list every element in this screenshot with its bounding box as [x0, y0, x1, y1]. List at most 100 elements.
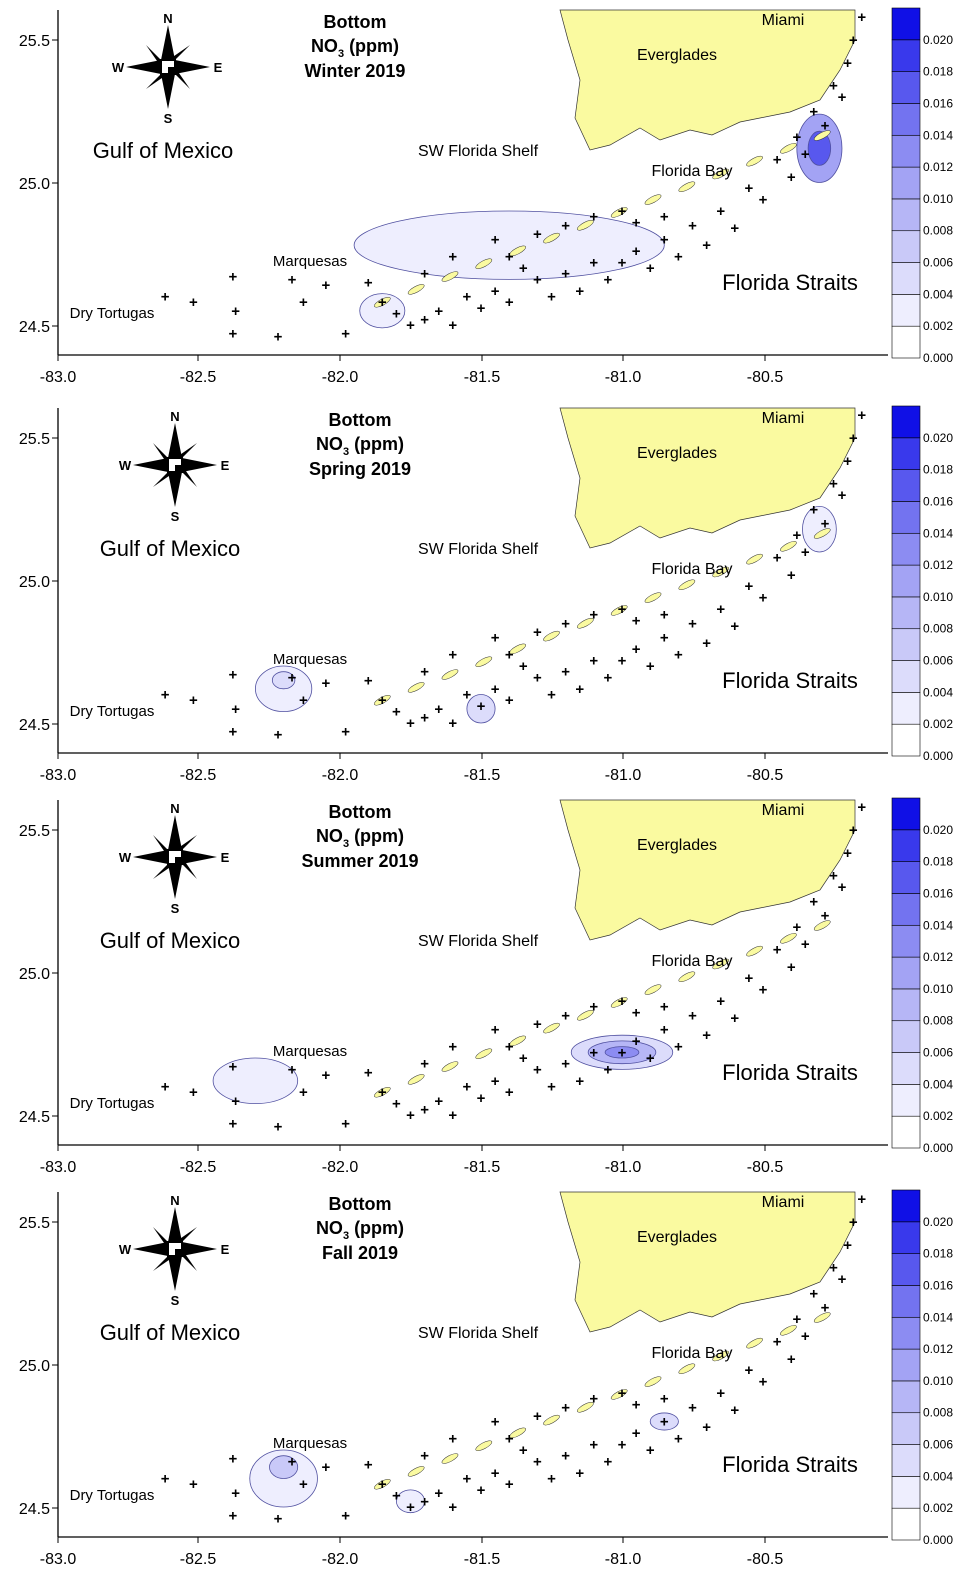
label-miami: Miami	[762, 410, 805, 427]
station-marker: +	[561, 664, 570, 681]
station-marker: +	[688, 1007, 697, 1024]
x-tick-label: -82.0	[322, 767, 359, 784]
station-marker: +	[589, 607, 598, 624]
x-tick-label: -81.5	[464, 1551, 501, 1568]
station-marker: +	[547, 687, 556, 704]
colorbar-swatch	[891, 294, 921, 327]
station-marker: +	[849, 32, 858, 49]
colorbar-swatch	[891, 797, 921, 831]
colorbar-tick-label: 0.020	[923, 33, 953, 47]
station-marker: +	[228, 1508, 237, 1525]
station-marker: +	[228, 269, 237, 286]
colorbar-swatch	[891, 501, 921, 534]
compass-rose-icon	[133, 815, 217, 899]
compass-s: S	[171, 509, 180, 524]
station-marker: +	[730, 1010, 739, 1027]
station-marker: +	[589, 1391, 598, 1408]
station-marker: +	[274, 1510, 283, 1527]
station-marker: +	[618, 652, 627, 669]
y-tick-label: 24.5	[19, 1109, 50, 1126]
colorbar-swatch	[891, 198, 921, 232]
station-marker: +	[618, 1385, 627, 1402]
title-season: Spring 2019	[309, 459, 411, 479]
colorbar-tick-label: 0.018	[923, 65, 953, 79]
x-tick-label: -83.0	[40, 1551, 77, 1568]
nitrate-contour	[269, 1455, 299, 1479]
colorbar-tick-label: 0.008	[923, 1014, 953, 1028]
florida-keys-island	[407, 284, 425, 295]
compass-rose-icon	[133, 423, 217, 507]
florida-keys-island	[678, 1363, 696, 1375]
colorbar-tick-label: 0.014	[923, 526, 953, 540]
florida-keys-island	[373, 296, 391, 308]
station-marker: +	[561, 1448, 570, 1465]
station-marker: +	[838, 879, 847, 896]
station-marker: +	[561, 266, 570, 283]
y-tick-label: 25.0	[19, 176, 50, 193]
florida-keys-island	[509, 1427, 526, 1439]
station-marker: +	[646, 1442, 655, 1459]
station-marker: +	[341, 724, 350, 741]
station-marker: +	[463, 687, 472, 704]
station-marker: +	[604, 669, 613, 686]
station-marker: +	[632, 612, 641, 629]
colorbar-swatch	[891, 437, 921, 470]
florida-keys-island	[577, 1402, 594, 1413]
station-marker: +	[161, 687, 170, 704]
station-marker: +	[618, 1044, 627, 1061]
station-marker: +	[773, 152, 782, 169]
nitrate-contour	[649, 1412, 679, 1431]
florida-keys-island	[373, 1478, 391, 1490]
station-marker: +	[759, 982, 768, 999]
station-marker: +	[364, 1064, 373, 1081]
colorbar-tick-label: 0.014	[923, 918, 953, 932]
station-marker: +	[463, 1471, 472, 1488]
station-marker: +	[674, 1039, 683, 1056]
station-marker: +	[575, 1073, 584, 1090]
station-marker: +	[702, 1419, 711, 1436]
everglades-landmass	[559, 1191, 856, 1333]
station-marker: +	[838, 487, 847, 504]
station-marker: +	[378, 1084, 387, 1101]
station-marker: +	[716, 601, 725, 618]
station-marker: +	[288, 1061, 297, 1078]
station-marker: +	[448, 1431, 457, 1448]
station-marker: +	[646, 1050, 655, 1067]
station-marker: +	[228, 724, 237, 741]
x-tick-label: -82.0	[322, 1159, 359, 1176]
station-marker: +	[505, 647, 514, 664]
station-marker: +	[589, 1436, 598, 1453]
map-panel-4: + + + + + + + + + + + + + + + + + + + + + + + + + + + + + + + + + + + + + + + +…	[0, 1182, 964, 1573]
florida-keys-island	[441, 1061, 459, 1072]
colorbar-swatch	[891, 956, 921, 990]
station-marker: +	[589, 254, 598, 271]
label-florida-straits: Florida Straits	[722, 668, 858, 693]
nitrate-contour	[395, 1489, 425, 1514]
compass-e: E	[221, 458, 230, 473]
station-marker: +	[341, 1508, 350, 1525]
colorbar-swatch	[891, 564, 921, 598]
station-marker: +	[849, 1214, 858, 1231]
station-marker: +	[843, 55, 852, 72]
florida-keys-island	[407, 1466, 425, 1477]
station-marker: +	[674, 249, 683, 266]
title-line-1: Bottom	[324, 12, 387, 32]
colorbar-tick-label: 0.018	[923, 855, 953, 869]
colorbar-swatch	[891, 134, 921, 168]
station-marker: +	[801, 1328, 810, 1345]
station-marker: +	[838, 1271, 847, 1288]
label-miami: Miami	[762, 12, 805, 29]
everglades-landmass	[559, 407, 856, 549]
florida-keys-island	[780, 541, 797, 552]
station-marker: +	[660, 1022, 669, 1039]
station-marker: +	[589, 999, 598, 1016]
colorbar-tick-label: 0.018	[923, 1247, 953, 1261]
colorbar-tick-label: 0.008	[923, 1406, 953, 1420]
title-line-1: Bottom	[329, 410, 392, 430]
nitrate-contour	[604, 1046, 640, 1059]
station-marker: +	[843, 453, 852, 470]
x-tick-label: -82.5	[180, 369, 217, 386]
station-marker: +	[809, 501, 818, 518]
florida-keys-island	[678, 181, 696, 193]
station-marker: +	[843, 1237, 852, 1254]
